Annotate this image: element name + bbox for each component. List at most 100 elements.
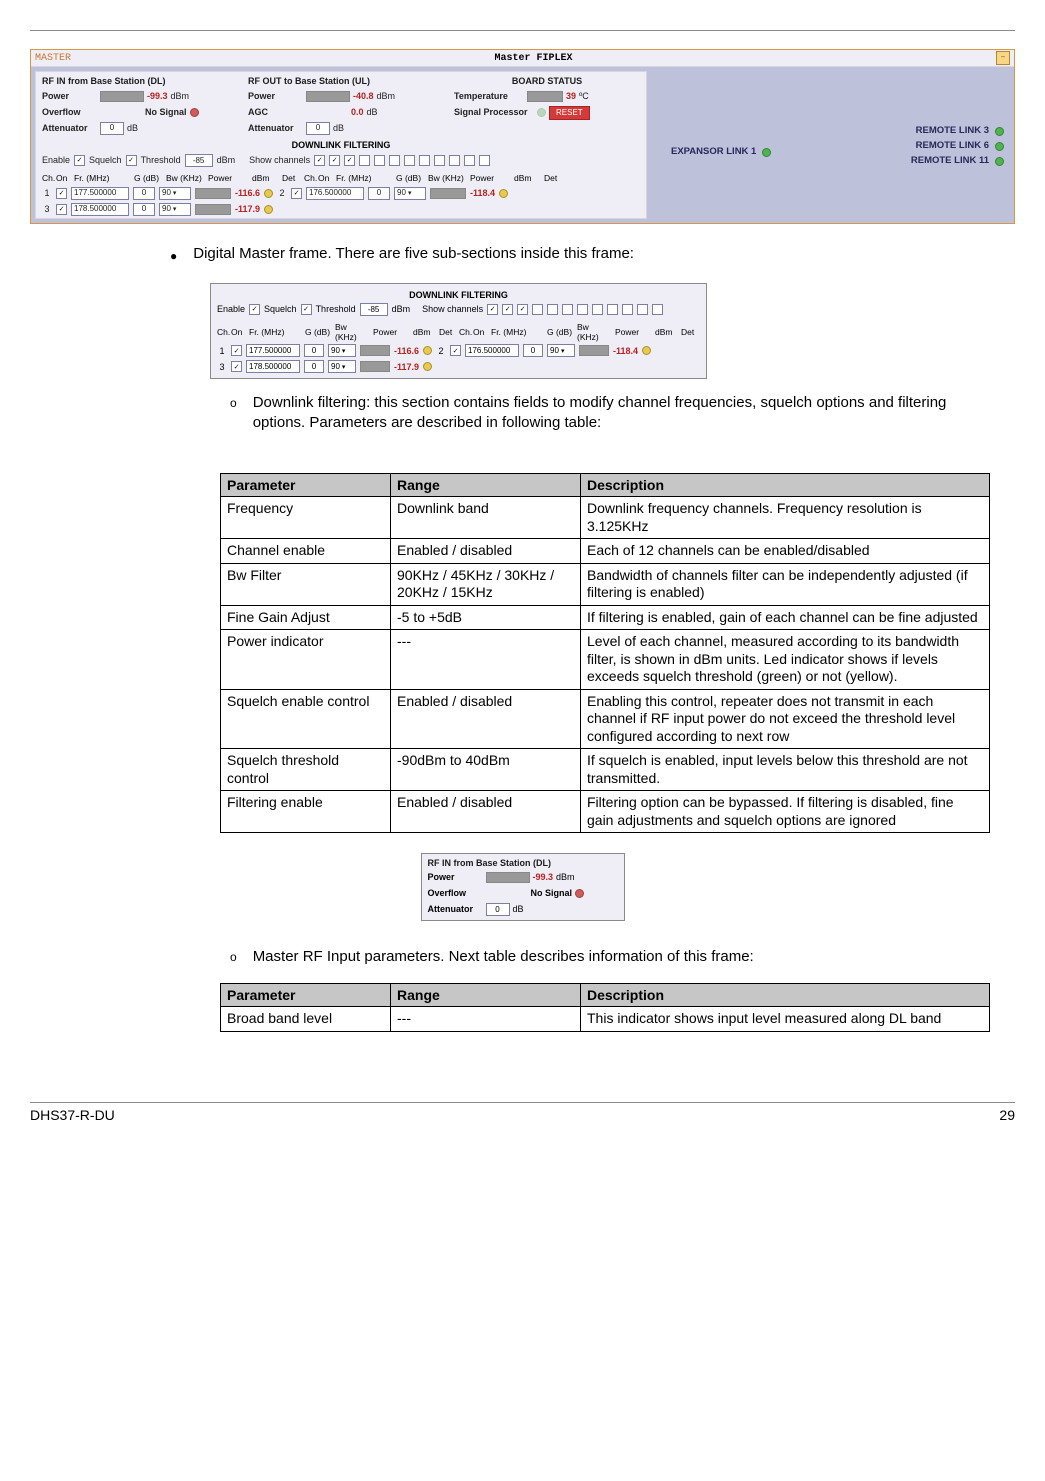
threshold-label: Threshold [141,155,181,167]
channel-header: Ch. On Fr. (MHz) G (dB) Bw (KHz) Power d… [42,173,640,184]
remote-link-11[interactable]: REMOTE LINK 11 [911,155,989,167]
rf-out-power-value: -40.8 [353,91,374,103]
rf-in-heading: RF IN from Base Station (DL) [42,76,228,88]
squelch-checkbox[interactable]: ✓ [126,155,137,166]
remote-link-6[interactable]: REMOTE LINK 6 [916,140,989,152]
squelch-checkbox[interactable]: ✓ [301,304,312,315]
threshold-input[interactable]: -85 [185,154,213,167]
bw-select[interactable]: 90 [547,344,575,357]
show-ch-checkbox[interactable] [637,304,648,315]
ch-on-checkbox[interactable]: ✓ [231,345,242,356]
gain-input[interactable]: 0 [133,203,155,216]
show-ch-checkbox[interactable]: ✓ [329,155,340,166]
squelch-label: Squelch [264,304,297,314]
rf-in-power-unit: dBm [556,872,575,882]
show-ch-checkbox[interactable] [652,304,663,315]
show-ch-checkbox[interactable] [404,155,415,166]
bar-icon [360,361,390,372]
channel-row: 1 ✓ 177.500000 0 90 -116.6 2 ✓ 176.50000… [42,186,640,200]
freq-input[interactable]: 177.500000 [71,187,129,200]
show-ch-checkbox[interactable] [532,304,543,315]
table-row: FrequencyDownlink bandDownlink frequency… [221,497,990,539]
channel-row: 1 ✓ 177.500000 0 90 -116.6 2 ✓ 176.50000… [217,344,700,358]
show-ch-checkbox[interactable] [359,155,370,166]
ch-on-checkbox[interactable]: ✓ [56,188,67,199]
attenuator-input[interactable]: 0 [486,903,510,916]
rf-in-power-value: -99.3 [533,872,554,882]
ch-on-checkbox[interactable]: ✓ [56,204,67,215]
page-footer: DHS37-R-DU 29 [30,1102,1015,1123]
led-green-icon [995,127,1004,136]
show-ch-checkbox[interactable]: ✓ [502,304,513,315]
freq-input[interactable]: 176.500000 [306,187,364,200]
show-ch-checkbox[interactable] [607,304,618,315]
master-title: Master FIPLEX [71,52,996,65]
rf-in-block: RF IN from Base Station (DL) Power -99.3… [42,76,228,136]
show-ch-checkbox[interactable] [464,155,475,166]
channel-header: Ch. On Fr. (MHz) G (dB) Bw (KHz) Power d… [217,322,700,342]
table-row: Fine Gain Adjust-5 to +5dBIf filtering i… [221,605,990,630]
show-ch-checkbox[interactable] [479,155,490,166]
enable-checkbox[interactable]: ✓ [74,155,85,166]
freq-input[interactable]: 177.500000 [246,344,300,357]
attenuator-input[interactable]: 0 [100,122,124,135]
rf-in-att-unit: dB [127,123,138,135]
show-ch-checkbox[interactable] [622,304,633,315]
th-description: Description [581,984,990,1007]
show-ch-checkbox[interactable] [419,155,430,166]
gain-input[interactable]: 0 [304,344,324,357]
bar-icon [195,204,231,215]
ch-on-checkbox[interactable]: ✓ [291,188,302,199]
gain-input[interactable]: 0 [368,187,390,200]
show-ch-checkbox[interactable] [577,304,588,315]
show-ch-checkbox[interactable] [389,155,400,166]
board-heading: BOARD STATUS [454,76,640,88]
bw-select[interactable]: 90 [394,187,426,200]
channel-row: 3 ✓ 178.500000 0 90 -117.9 [42,202,640,216]
freq-input[interactable]: 178.500000 [246,360,300,373]
dlf-title: DOWNLINK FILTERING [217,290,700,300]
ch-on-checkbox[interactable]: ✓ [231,361,242,372]
gain-input[interactable]: 0 [133,187,155,200]
show-ch-checkbox[interactable]: ✓ [487,304,498,315]
gain-input[interactable]: 0 [304,360,324,373]
table-row: Squelch threshold control-90dBm to 40dBm… [221,749,990,791]
temp-label: Temperature [454,91,524,103]
freq-input[interactable]: 176.500000 [465,344,519,357]
reset-button[interactable]: RESET [549,106,590,120]
rf-in-power-value: -99.3 [147,91,168,103]
led-yellow-icon [423,362,432,371]
show-ch-checkbox[interactable] [449,155,460,166]
led-yellow-icon [264,205,273,214]
sp-label: Signal Processor [454,107,534,119]
gain-input[interactable]: 0 [523,344,543,357]
led-icon [537,108,546,117]
show-ch-checkbox[interactable] [547,304,558,315]
bw-select[interactable]: 90 [159,203,191,216]
expansor-link[interactable]: EXPANSOR LINK 1 [671,146,771,158]
show-ch-checkbox[interactable] [562,304,573,315]
ch-power-value: -117.9 [235,204,260,216]
show-ch-checkbox[interactable] [434,155,445,166]
bw-select[interactable]: 90 [159,187,191,200]
temp-value: 39 [566,91,576,103]
show-channels-label: Show channels [249,155,310,167]
collapse-icon[interactable]: – [996,51,1010,65]
remote-link-3[interactable]: REMOTE LINK 3 [916,125,989,137]
enable-checkbox[interactable]: ✓ [249,304,260,315]
show-ch-checkbox[interactable]: ✓ [314,155,325,166]
freq-input[interactable]: 178.500000 [71,203,129,216]
footer-left: DHS37-R-DU [30,1107,115,1123]
bar-icon [195,188,231,199]
squelch-label: Squelch [89,155,122,167]
ch-on-checkbox[interactable]: ✓ [450,345,461,356]
show-ch-checkbox[interactable] [592,304,603,315]
bw-select[interactable]: 90 [328,344,356,357]
threshold-input[interactable]: -85 [360,303,388,316]
attenuator-input[interactable]: 0 [306,122,330,135]
bw-select[interactable]: 90 [328,360,356,373]
show-ch-checkbox[interactable]: ✓ [517,304,528,315]
master-tab[interactable]: MASTER [35,52,71,65]
show-ch-checkbox[interactable] [374,155,385,166]
show-ch-checkbox[interactable]: ✓ [344,155,355,166]
